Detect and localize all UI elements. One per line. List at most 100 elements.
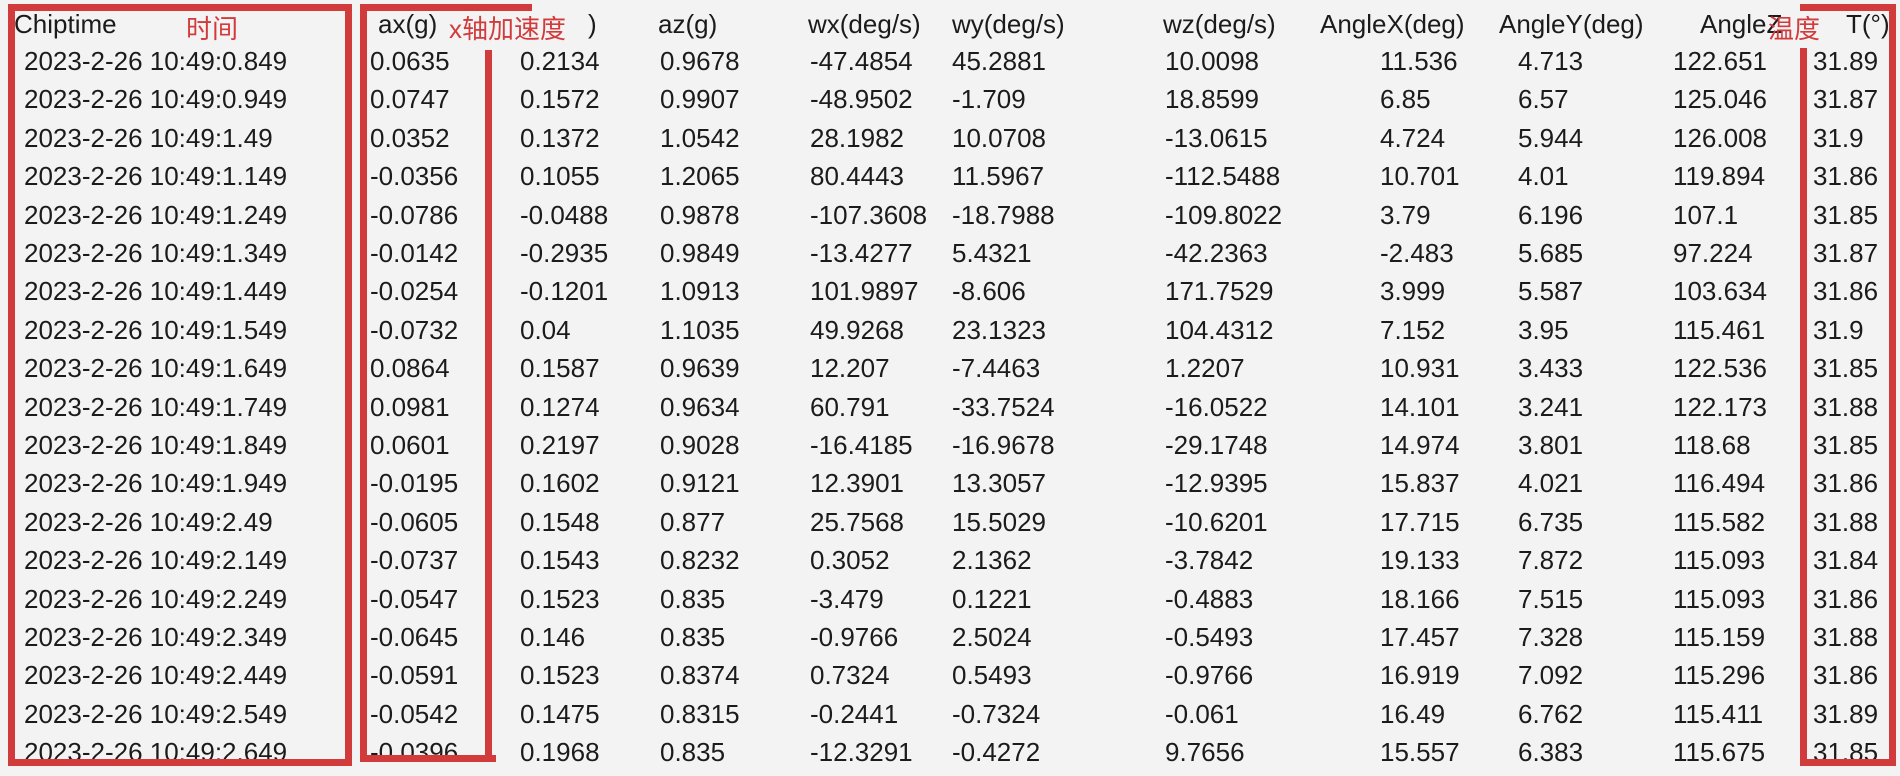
table-row: 2023-2-26 10:49:2.449 -0.0591 0.1523 0.8374…: [0, 660, 1900, 699]
table-cell: 6.383: [1518, 737, 1584, 768]
table-row: 2023-2-26 10:49:2.549 -0.0542 0.1475 0.8315…: [0, 699, 1900, 738]
table-cell: 13.3057: [952, 468, 1046, 499]
table-cell: 6.85: [1380, 84, 1431, 115]
table-cell: 0.835: [660, 583, 726, 614]
table-cell: 0.1055: [520, 161, 600, 192]
table-cell: 3.79: [1380, 199, 1431, 230]
table-cell: -48.9502: [810, 84, 913, 115]
table-cell: 0.5493: [952, 660, 1032, 691]
table-cell: 125.046: [1673, 84, 1767, 115]
table-row: 2023-2-26 10:49:1.749 0.0981 0.1274 0.9634 6…: [0, 392, 1900, 431]
table-cell: 0.1968: [520, 737, 600, 768]
table-cell: -16.4185: [810, 430, 913, 460]
table-cell: 49.9268: [810, 314, 904, 345]
table-cell: 2023-2-26 10:49:1.649: [24, 353, 288, 384]
table-cell: 12.207: [810, 353, 890, 384]
table-cell: 0.8232: [660, 545, 740, 576]
table-cell: 2023-2-26 10:49:1.449: [24, 276, 288, 307]
ax-annotation-box-bottom: [360, 755, 496, 762]
table-cell: 115.159: [1673, 622, 1766, 652]
table-cell: 31.88: [1813, 391, 1879, 422]
table-cell: 2023-2-26 10:49:2.249: [24, 583, 288, 614]
header-angle-y: AngleY(deg): [1499, 9, 1644, 39]
table-cell: 10.931: [1380, 353, 1460, 384]
table-cell: 115.093: [1673, 583, 1766, 614]
table-cell: 31.87: [1813, 84, 1879, 115]
table-cell: 31.85: [1813, 430, 1879, 460]
table-cell: 0.9678: [660, 46, 740, 76]
table-cell: 12.3901: [810, 468, 904, 499]
table-cell: 122.651: [1673, 46, 1767, 76]
table-cell: 15.837: [1380, 468, 1460, 499]
table-cell: -0.0142: [370, 238, 459, 268]
table-cell: 122.173: [1673, 391, 1767, 422]
table-cell: 3.95: [1518, 314, 1569, 345]
table-row: 2023-2-26 10:49:1.249 -0.0786 -0.0488 0.987…: [0, 200, 1900, 239]
table-cell: 14.974: [1380, 430, 1460, 460]
table-cell: -0.0786: [370, 199, 459, 230]
table-cell: -0.9766: [810, 622, 899, 652]
table-cell: 115.675: [1673, 737, 1766, 768]
table-cell: 0.8374: [660, 660, 740, 691]
table-cell: 103.634: [1673, 276, 1767, 307]
table-cell: 0.1523: [520, 660, 600, 691]
table-cell: 31.85: [1813, 353, 1879, 384]
table-cell: 4.713: [1518, 46, 1584, 76]
table-cell: -7.4463: [952, 353, 1041, 384]
table-cell: -0.0605: [370, 506, 459, 537]
ax-annotation-box-top: [360, 4, 532, 11]
header-t: T(°): [1846, 9, 1890, 39]
table-cell: 0.0864: [370, 353, 450, 384]
chiptime-annotation-label: 时间: [186, 14, 239, 44]
table-cell: 115.093: [1673, 545, 1766, 576]
table-cell: 2023-2-26 10:49:1.849: [24, 430, 288, 460]
header-wz: wz(deg/s): [1163, 9, 1276, 39]
table-cell: 31.88: [1813, 506, 1879, 537]
table-cell: -29.1748: [1165, 430, 1268, 460]
table-cell: -3.479: [810, 583, 884, 614]
table-cell: -13.0615: [1165, 122, 1268, 153]
table-cell: -16.0522: [1165, 391, 1268, 422]
table-cell: 115.296: [1673, 660, 1766, 691]
ax-annotation-box-right: [485, 50, 492, 762]
table-cell: 0.1274: [520, 391, 600, 422]
table-cell: 115.461: [1673, 314, 1766, 345]
table-cell: 31.89: [1813, 46, 1879, 76]
table-cell: 5.685: [1518, 238, 1584, 268]
table-cell: 0.04: [520, 314, 571, 345]
table-cell: -10.6201: [1165, 506, 1268, 537]
table-cell: -0.0488: [520, 199, 609, 230]
table-row: 2023-2-26 10:49:1.449 -0.0254 -0.1201 1.091…: [0, 276, 1900, 315]
table-cell: -12.9395: [1165, 468, 1268, 499]
table-cell: 11.536: [1380, 46, 1458, 76]
table-cell: 0.835: [660, 737, 726, 768]
header-wx: wx(deg/s): [808, 9, 921, 39]
table-cell: 45.2881: [952, 46, 1046, 76]
table-cell: 80.4443: [810, 161, 904, 192]
table-cell: 2023-2-26 10:49:1.349: [24, 238, 288, 268]
table-cell: 0.0352: [370, 122, 450, 153]
table-cell: 0.8315: [660, 698, 740, 729]
table-cell: 5.944: [1518, 122, 1584, 153]
table-cell: -0.0542: [370, 698, 459, 729]
table-row: 2023-2-26 10:49:2.249 -0.0547 0.1523 0.835 -…: [0, 584, 1900, 623]
header-angle-z: AngleZ: [1700, 9, 1783, 39]
table-cell: 0.1572: [520, 84, 600, 115]
table-cell: 28.1982: [810, 122, 904, 153]
table-cell: 2023-2-26 10:49:0.949: [24, 84, 288, 115]
table-cell: 3.433: [1518, 353, 1584, 384]
table-cell: 2023-2-26 10:49:1.549: [24, 314, 288, 345]
table-cell: 2023-2-26 10:49:1.149: [24, 161, 288, 192]
table-cell: 119.894: [1673, 161, 1766, 192]
table-cell: 1.0913: [660, 276, 740, 307]
table-cell: 16.919: [1380, 660, 1460, 691]
table-cell: 0.9028: [660, 430, 740, 460]
table-cell: 0.0635: [370, 46, 450, 76]
table-cell: 0.1543: [520, 545, 600, 576]
table-cell: 2023-2-26 10:49:2.149: [24, 545, 288, 576]
table-cell: 171.7529: [1165, 276, 1274, 307]
table-cell: 17.715: [1380, 506, 1460, 537]
table-cell: 0.835: [660, 622, 726, 652]
table-cell: -0.9766: [1165, 660, 1254, 691]
table-cell: 7.515: [1518, 583, 1584, 614]
